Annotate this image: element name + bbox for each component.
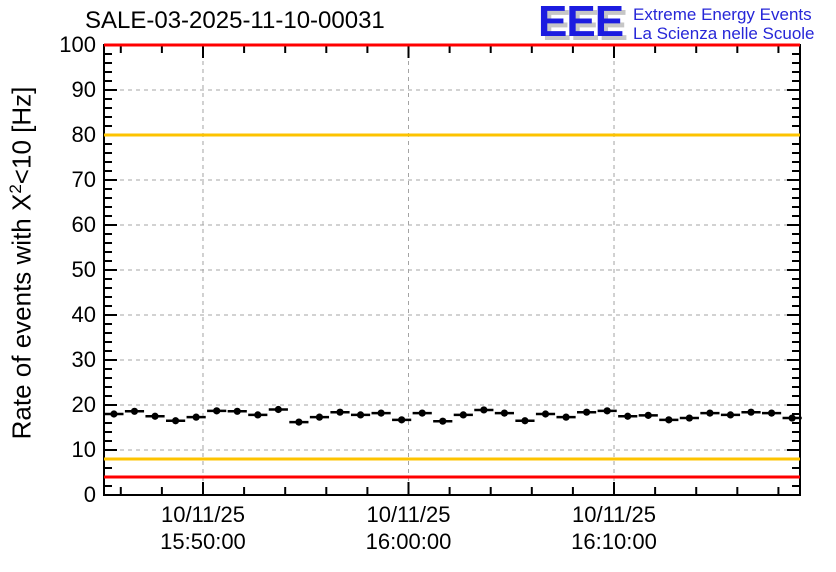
data-point: [295, 418, 303, 426]
eee-logo-line2: La Scienza nelle Scuole: [633, 24, 815, 43]
x-tick-date: 10/11/25: [571, 502, 656, 527]
y-tick-label: 10: [71, 437, 96, 462]
grid-lines: [104, 45, 800, 495]
data-point: [213, 407, 221, 415]
data-series-event-rate: [104, 405, 802, 426]
y-axis-title-post: <10 [Hz]: [6, 86, 37, 185]
eee-logo-line1: Extreme Energy Events: [633, 5, 812, 24]
data-point: [521, 417, 529, 425]
x-tick-label: 10/11/25 15:50:00: [128, 501, 278, 555]
y-axis-title: Rate of events with X2<10 [Hz]: [6, 33, 38, 493]
data-point: [685, 414, 693, 422]
y-axis-title-pre: Rate of events with X: [6, 193, 37, 440]
data-point: [254, 411, 262, 419]
data-point: [562, 413, 570, 421]
x-tick-label: 10/11/25 16:00:00: [334, 501, 484, 555]
y-tick-label: 50: [71, 257, 96, 282]
data-point: [788, 414, 796, 422]
data-point: [377, 409, 385, 417]
data-point: [130, 407, 139, 415]
x-tick-date: 10/11/25: [160, 502, 245, 527]
data-point: [171, 417, 180, 425]
data-point: [706, 409, 714, 417]
data-point: [459, 411, 467, 419]
y-axis-title-sup: 2: [6, 184, 25, 194]
x-tick-label: 10/11/25 16:10:00: [539, 501, 689, 555]
y-tick-label: 70: [71, 167, 96, 192]
y-tick-label: 30: [71, 347, 96, 372]
eee-logo-text: Extreme Energy Events La Scienza nelle S…: [633, 5, 814, 43]
data-point: [624, 412, 632, 420]
data-point: [665, 416, 673, 424]
data-point: [356, 411, 365, 419]
y-tick-label: 100: [59, 32, 96, 57]
threshold-lines: [104, 43, 800, 479]
data-point: [500, 409, 509, 417]
data-point: [480, 406, 488, 414]
data-point: [603, 407, 611, 415]
data-point: [747, 408, 755, 416]
x-tick-date: 10/11/25: [366, 502, 451, 527]
chart-title: SALE-03-2025-11-10-00031: [85, 7, 385, 34]
data-point: [726, 411, 735, 419]
x-tick-time: 16:00:00: [365, 529, 452, 554]
data-point: [418, 409, 426, 417]
y-tick-label: 20: [71, 392, 96, 417]
y-tick-label: 90: [71, 77, 96, 102]
y-tick-label: 80: [71, 122, 96, 147]
y-tick-label: 60: [71, 212, 96, 237]
data-point: [110, 410, 118, 418]
data-point: [233, 407, 241, 415]
data-point: [583, 408, 591, 416]
x-tick-time: 15:50:00: [160, 529, 246, 554]
data-point: [439, 417, 447, 425]
eee-logo: EEE Extreme Energy Events La Scienza nel…: [538, 0, 815, 46]
data-point: [192, 413, 200, 421]
data-point: [644, 411, 652, 419]
data-point: [541, 410, 550, 418]
eee-logo-letters: EEE: [538, 0, 624, 46]
x-tick-time: 16:10:00: [571, 529, 657, 554]
y-tick-label: 0: [83, 482, 96, 507]
data-point: [151, 412, 159, 420]
data-point: [315, 413, 324, 421]
data-point: [336, 408, 344, 416]
data-point: [767, 409, 776, 417]
data-point: [398, 416, 406, 424]
y-tick-label: 40: [71, 302, 96, 327]
data-point: [274, 405, 282, 414]
